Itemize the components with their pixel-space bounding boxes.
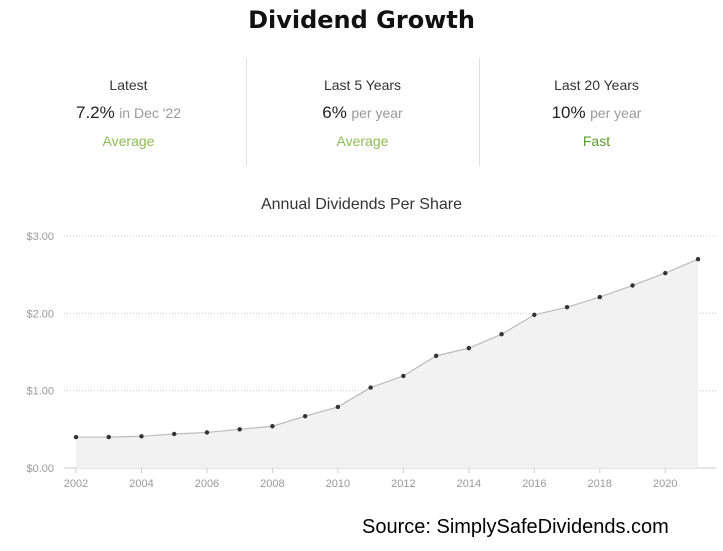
stat-label: Latest (109, 77, 148, 93)
stat-suffix: per year (351, 105, 403, 121)
stat-last-20-years: Last 20 Years 10% per year Fast (480, 58, 713, 166)
data-point (597, 294, 602, 300)
x-tick-label: 2018 (588, 478, 612, 490)
stat-last-5-years: Last 5 Years 6% per year Average (246, 58, 479, 166)
x-tick-label: 2020 (653, 478, 677, 490)
source-caption: Source: SimplySafeDividends.com (362, 516, 669, 538)
page-title: Dividend Growth (248, 6, 475, 34)
data-point (433, 353, 439, 359)
data-point (630, 283, 635, 288)
stat-suffix: in Dec '22 (119, 105, 182, 121)
data-point (302, 413, 308, 419)
x-tick-label: 2016 (522, 478, 546, 490)
x-tick-label: 2012 (391, 478, 415, 490)
stat-suffix: per year (590, 105, 642, 121)
x-tick-label: 2010 (326, 478, 350, 490)
chart-title: Annual Dividends Per Share (260, 196, 462, 213)
data-point (270, 424, 275, 429)
stats-divider (246, 58, 247, 166)
data-point (564, 304, 570, 310)
stat-latest: Latest 7.2% in Dec '22 Average (12, 58, 245, 166)
stats-divider (479, 58, 480, 166)
data-point (106, 434, 111, 440)
y-tick-label: $0.00 (26, 463, 54, 475)
y-tick-label: $3.00 (26, 231, 54, 243)
data-point (139, 434, 144, 439)
data-point (73, 434, 79, 440)
data-point (663, 270, 668, 276)
series-line (76, 258, 699, 438)
stat-rating: Average (336, 133, 389, 149)
x-tick-label: 2002 (64, 478, 88, 490)
y-tick-label: $1.00 (26, 386, 54, 398)
stats-panel: Latest 7.2% in Dec '22 Average Last 5 Ye… (12, 58, 712, 166)
data-point (237, 427, 242, 432)
data-point (401, 373, 406, 379)
stat-value: 6% (322, 103, 347, 122)
y-tick-label: $2.00 (26, 308, 54, 320)
data-point (335, 404, 341, 410)
data-point (368, 385, 373, 390)
data-point (172, 431, 177, 437)
area-fill (76, 259, 698, 468)
x-tick-label: 2006 (195, 478, 219, 490)
data-point (695, 257, 701, 262)
stat-label: Last 20 Years (554, 77, 639, 93)
stat-value: 7.2% (75, 103, 115, 122)
data-point (499, 332, 504, 337)
stat-label: Last 5 Years (323, 77, 402, 93)
data-point (204, 430, 210, 435)
data-point (466, 345, 472, 351)
dividends-chart: $0.00 $1.00 $2.00 $3.00 2002 2004 2006 2008 2010… (26, 231, 716, 490)
stat-value: 10% (551, 103, 586, 122)
stat-rating: Average (102, 133, 155, 149)
x-tick-label: 2004 (129, 478, 153, 490)
x-tick-label: 2014 (457, 478, 481, 490)
x-tick-label: 2008 (260, 478, 284, 490)
data-point (532, 312, 537, 318)
stat-rating: Fast (582, 133, 611, 149)
